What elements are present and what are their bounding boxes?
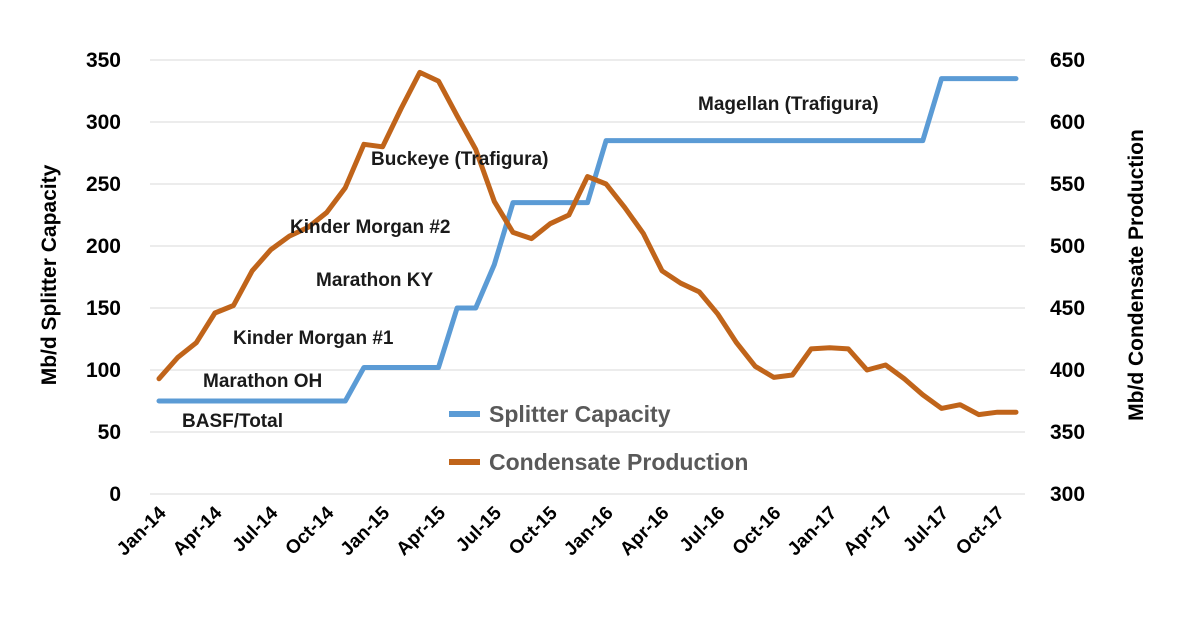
right-tick-label: 550 <box>1050 173 1085 196</box>
gridlines <box>150 59 1025 495</box>
left-tick-label: 300 <box>86 111 121 134</box>
right-tick-label: 450 <box>1050 297 1085 320</box>
annotations: BASF/Total Marathon OH Kinder Morgan #1 … <box>182 94 879 432</box>
right-tick-label: 650 <box>1050 49 1085 72</box>
annotation-kinder-morgan-2: Kinder Morgan #2 <box>290 217 450 238</box>
x-tick-label: Jul-17 <box>899 503 953 557</box>
x-tick-label: Apr-16 <box>616 503 673 560</box>
left-tick-label: 100 <box>86 359 121 382</box>
x-tick-label: Jan-17 <box>784 503 841 560</box>
x-tick-label: Jul-14 <box>229 502 283 556</box>
x-tick-label: Oct-14 <box>282 502 339 559</box>
right-tick-label: 350 <box>1050 421 1085 444</box>
left-tick-label: 150 <box>86 297 121 320</box>
x-tick-label: Jan-15 <box>337 502 395 560</box>
series-layer <box>156 69 1019 418</box>
x-tick-label: Apr-15 <box>393 502 451 560</box>
legend-label-condensate-production: Condensate Production <box>489 449 748 475</box>
annotation-basf-total: BASF/Total <box>182 411 283 432</box>
right-tick-label: 400 <box>1050 359 1085 382</box>
left-axis-ticks: 0 50 100 150 200 250 300 350 <box>86 49 121 506</box>
legend: Splitter Capacity Condensate Production <box>449 401 748 475</box>
x-tick-label: Jul-15 <box>452 502 506 556</box>
x-tick-label: Apr-17 <box>840 503 897 560</box>
x-tick-label: Jan-14 <box>113 502 171 560</box>
x-tick-label: Oct-17 <box>952 503 1009 560</box>
right-tick-label: 500 <box>1050 235 1085 258</box>
right-tick-label: 600 <box>1050 111 1085 134</box>
series-line-splitter-capacity <box>156 76 1019 404</box>
annotation-marathon-ky: Marathon KY <box>316 270 434 291</box>
x-tick-label: Oct-16 <box>729 503 786 560</box>
annotation-magellan: Magellan (Trafigura) <box>698 94 879 115</box>
legend-label-splitter-capacity: Splitter Capacity <box>489 401 671 427</box>
x-tick-label: Apr-14 <box>169 502 227 560</box>
x-tick-label: Jan-16 <box>560 503 617 560</box>
left-tick-label: 50 <box>98 421 121 444</box>
right-tick-label: 300 <box>1050 483 1085 506</box>
right-axis-title: Mb/d Condensate Production <box>1125 129 1148 421</box>
series-line-condensate-production <box>156 69 1019 418</box>
annotation-marathon-oh: Marathon OH <box>203 371 322 392</box>
left-axis-title: Mb/d Splitter Capacity <box>38 164 61 385</box>
left-tick-label: 200 <box>86 235 121 258</box>
left-tick-label: 0 <box>109 483 121 506</box>
annotation-kinder-morgan-1: Kinder Morgan #1 <box>233 328 394 349</box>
left-tick-label: 250 <box>86 173 121 196</box>
x-tick-label: Jul-16 <box>676 503 730 557</box>
annotation-buckeye: Buckeye (Trafigura) <box>371 149 548 170</box>
right-axis-ticks: 300 350 400 450 500 550 600 650 <box>1050 49 1085 506</box>
left-tick-label: 350 <box>86 49 121 72</box>
x-tick-label: Oct-15 <box>505 502 562 559</box>
